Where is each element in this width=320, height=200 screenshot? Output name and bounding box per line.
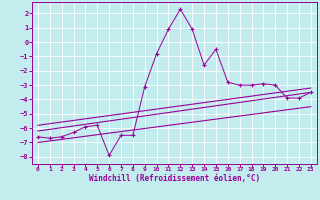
- X-axis label: Windchill (Refroidissement éolien,°C): Windchill (Refroidissement éolien,°C): [89, 174, 260, 183]
